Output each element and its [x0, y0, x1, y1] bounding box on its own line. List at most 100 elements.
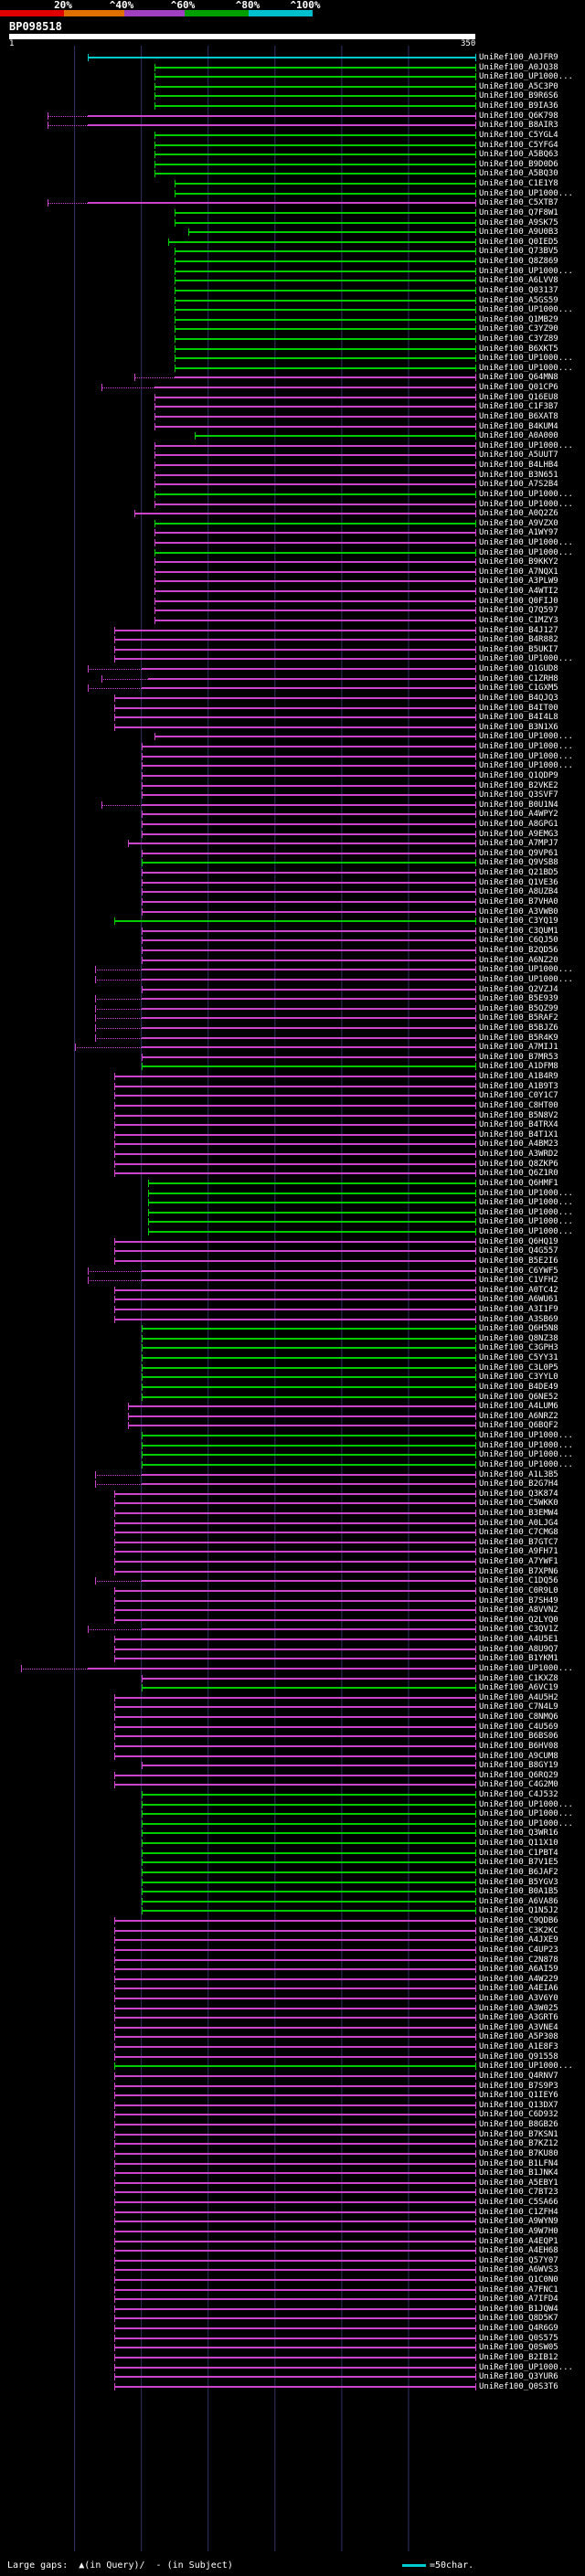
hit-bar[interactable] — [88, 57, 475, 58]
hit-row[interactable]: UniRef100_A0A000 — [0, 431, 585, 441]
hit-label[interactable]: UniRef100_A0JQ38 — [479, 62, 558, 72]
hit-row[interactable]: UniRef100_C3YZ90 — [0, 324, 585, 334]
hit-row[interactable]: UniRef100_Q8ZKP6 — [0, 1160, 585, 1170]
hit-bar[interactable] — [128, 1415, 475, 1417]
hit-label[interactable]: UniRef100_A6LVV8 — [479, 276, 558, 286]
hit-label[interactable]: UniRef100_A3VNE4 — [479, 2022, 558, 2032]
hit-row[interactable]: UniRef100_A1E8F3 — [0, 2042, 585, 2052]
hit-bar[interactable] — [114, 2288, 475, 2291]
hit-bar[interactable] — [114, 1618, 475, 1621]
hit-bar[interactable] — [154, 406, 475, 408]
hit-row[interactable]: UniRef100_A7IFD4 — [0, 2295, 585, 2305]
hit-label[interactable]: UniRef100_A5P308 — [479, 2032, 558, 2042]
hit-label[interactable]: UniRef100_A9U0B3 — [479, 228, 558, 238]
hit-bar[interactable] — [154, 503, 475, 505]
hit-bar[interactable] — [114, 1299, 475, 1301]
hit-row[interactable]: UniRef100_A1WY97 — [0, 528, 585, 538]
hit-label[interactable]: UniRef100_Q6K798 — [479, 111, 558, 121]
hit-row[interactable]: UniRef100_B9KKY2 — [0, 557, 585, 567]
hit-bar[interactable] — [147, 677, 475, 680]
hit-row[interactable]: UniRef100_B1JQW4 — [0, 2305, 585, 2315]
hit-row[interactable]: UniRef100_C7CMG8 — [0, 1528, 585, 1538]
hit-label[interactable]: UniRef100_A5BQ30 — [479, 169, 558, 179]
hit-bar[interactable] — [114, 2152, 475, 2155]
hit-row[interactable]: UniRef100_B8GY19 — [0, 1761, 585, 1771]
hit-row[interactable]: UniRef100_B4KUM4 — [0, 422, 585, 432]
hit-row[interactable]: UniRef100_A4BM23 — [0, 1140, 585, 1150]
hit-label[interactable]: UniRef100_C3QUM1 — [479, 926, 558, 936]
hit-bar[interactable] — [114, 1744, 475, 1747]
hit-row[interactable]: UniRef100_B8GB26 — [0, 2120, 585, 2130]
hit-bar[interactable] — [141, 1881, 475, 1883]
hit-row[interactable]: UniRef100_B6JAF2 — [0, 1868, 585, 1878]
hit-row[interactable]: UniRef100_A4JXE9 — [0, 1935, 585, 1945]
hit-row[interactable]: UniRef100_C1ZRH8 — [0, 674, 585, 684]
hit-label[interactable]: UniRef100_A5C3P0 — [479, 81, 558, 91]
hit-bar[interactable] — [114, 648, 475, 651]
hit-bar[interactable] — [88, 202, 475, 205]
hit-row[interactable]: UniRef100_Q1IEY6 — [0, 2091, 585, 2101]
hit-bar[interactable] — [114, 2162, 475, 2165]
hit-label[interactable]: UniRef100_C4J532 — [479, 1789, 558, 1799]
hit-label[interactable]: UniRef100_A6VC19 — [479, 1683, 558, 1693]
hit-bar[interactable] — [114, 1541, 475, 1543]
hit-row[interactable]: UniRef100_C1KXZ8 — [0, 1674, 585, 1684]
hit-bar[interactable] — [154, 493, 475, 495]
hit-bar[interactable] — [141, 969, 475, 971]
hit-row[interactable]: UniRef100_Q6RQ29 — [0, 1771, 585, 1781]
hit-bar[interactable] — [154, 464, 475, 467]
hit-bar[interactable] — [154, 736, 475, 738]
hit-bar[interactable] — [175, 280, 475, 282]
hit-label[interactable]: UniRef100_Q03137 — [479, 285, 558, 295]
hit-row[interactable]: UniRef100_Q6BQF2 — [0, 1421, 585, 1431]
hit-bar[interactable] — [141, 1395, 475, 1398]
hit-bar[interactable] — [154, 163, 475, 165]
hit-row[interactable]: UniRef100_A0JFR9 — [0, 53, 585, 63]
hit-row[interactable]: UniRef100_UP1000... — [0, 975, 585, 985]
hit-row[interactable]: UniRef100_A9WYN9 — [0, 2217, 585, 2227]
hit-bar[interactable] — [154, 133, 475, 136]
hit-label[interactable]: UniRef100_B5RAF2 — [479, 1013, 558, 1023]
hit-label[interactable]: UniRef100_A4LUM6 — [479, 1402, 558, 1412]
hit-row[interactable]: UniRef100_Q9VSB8 — [0, 858, 585, 868]
hit-bar[interactable] — [114, 1124, 475, 1127]
hit-row[interactable]: UniRef100_A5EBY1 — [0, 2178, 585, 2189]
hit-row[interactable]: UniRef100_A0TC42 — [0, 1286, 585, 1296]
hit-row[interactable]: UniRef100_A9W7H0 — [0, 2227, 585, 2237]
hit-label[interactable]: UniRef100_A9EMG3 — [479, 829, 558, 839]
hit-label[interactable]: UniRef100_C6D932 — [479, 2110, 558, 2120]
hit-bar[interactable] — [141, 1910, 475, 1913]
hit-label[interactable]: UniRef100_Q7Q597 — [479, 606, 558, 616]
hit-row[interactable]: UniRef100_A3VNE4 — [0, 2023, 585, 2033]
hit-row[interactable]: UniRef100_UP1000... — [0, 2363, 585, 2373]
hit-label[interactable]: UniRef100_B0A1B5 — [479, 1887, 558, 1897]
hit-bar[interactable] — [114, 2124, 475, 2126]
hit-bar[interactable] — [114, 2007, 475, 2009]
hit-label[interactable]: UniRef100_B6HV08 — [479, 1741, 558, 1751]
hit-row[interactable]: UniRef100_C6YWF5 — [0, 1267, 585, 1277]
hit-row[interactable]: UniRef100_B7XPN6 — [0, 1567, 585, 1577]
hit-label[interactable]: UniRef100_B4DE49 — [479, 1382, 558, 1392]
hit-bar[interactable] — [114, 1095, 475, 1097]
hit-bar[interactable] — [141, 803, 475, 806]
hit-label[interactable]: UniRef100_Q0S3T6 — [479, 2381, 558, 2391]
hit-bar[interactable] — [114, 1288, 475, 1291]
hit-row[interactable]: UniRef100_A6NZ20 — [0, 956, 585, 966]
hit-bar[interactable] — [175, 309, 475, 312]
hit-label[interactable]: UniRef100_C3K2KC — [479, 1925, 558, 1935]
hit-label[interactable]: UniRef100_B9KKY2 — [479, 557, 558, 567]
hit-label[interactable]: UniRef100_B7V1E5 — [479, 1858, 558, 1868]
hit-bar[interactable] — [141, 687, 475, 690]
hit-bar[interactable] — [114, 1308, 475, 1310]
hit-bar[interactable] — [114, 1968, 475, 1971]
hit-bar[interactable] — [187, 231, 475, 234]
hit-bar[interactable] — [114, 1085, 475, 1087]
hit-row[interactable]: UniRef100_B7V1E5 — [0, 1858, 585, 1868]
hit-bar[interactable] — [114, 1240, 475, 1243]
hit-label[interactable]: UniRef100_B4QJQ3 — [479, 693, 558, 703]
hit-row[interactable]: UniRef100_UP1000... — [0, 538, 585, 548]
hit-label[interactable]: UniRef100_Q6HMF1 — [479, 1178, 558, 1188]
hit-bar[interactable] — [114, 2026, 475, 2029]
hit-row[interactable]: UniRef100_UP1000... — [0, 1450, 585, 1460]
hit-label[interactable]: UniRef100_B1JQW4 — [479, 2304, 558, 2314]
